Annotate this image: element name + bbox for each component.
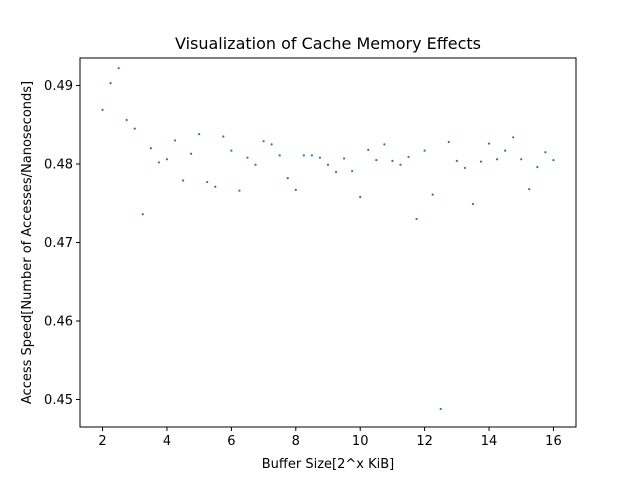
data-point: [222, 135, 225, 138]
data-point: [479, 160, 483, 163]
x-tick-label: 12: [416, 434, 433, 449]
data-point: [270, 143, 273, 146]
data-point: [149, 147, 152, 150]
x-tick-label: 6: [227, 434, 235, 449]
data-point: [206, 180, 209, 184]
x-tick-label: 8: [292, 434, 300, 449]
data-point: [544, 151, 547, 154]
data-point: [214, 185, 217, 188]
data-point: [198, 133, 201, 136]
data-point: [383, 143, 386, 146]
data-point: [190, 152, 193, 155]
data-points: [101, 67, 555, 411]
data-point: [246, 156, 249, 159]
data-point: [101, 108, 104, 111]
y-tick-label: 0.47: [44, 236, 73, 251]
data-point: [431, 193, 434, 196]
data-point: [495, 158, 499, 161]
data-point: [318, 156, 322, 159]
x-tick-label: 14: [481, 434, 498, 449]
data-point: [552, 158, 555, 162]
data-point: [165, 158, 169, 161]
data-point: [230, 149, 233, 152]
data-point: [343, 157, 346, 160]
y-tick-label: 0.49: [44, 79, 73, 94]
data-point: [391, 159, 394, 162]
data-point: [375, 158, 378, 162]
data-point: [238, 189, 241, 192]
data-point: [117, 67, 120, 70]
data-point: [447, 140, 450, 144]
data-point: [173, 139, 177, 142]
data-point: [463, 166, 466, 170]
chart-title: Visualization of Cache Memory Effects: [175, 34, 481, 53]
y-axis: 0.45 0.46 0.47 0.48 0.49: [44, 79, 80, 408]
data-point: [254, 163, 257, 166]
data-point: [423, 149, 426, 152]
data-point: [407, 155, 410, 159]
data-point: [439, 407, 442, 411]
data-point: [536, 166, 539, 169]
data-point: [415, 217, 418, 221]
data-point: [504, 149, 507, 152]
data-point: [359, 195, 362, 199]
x-tick-label: 10: [352, 434, 369, 449]
x-tick-label: 4: [163, 434, 171, 449]
data-point: [262, 140, 265, 143]
x-axis-label: Buffer Size[2^x KiB]: [262, 457, 394, 472]
data-point: [520, 158, 523, 161]
data-point: [109, 82, 112, 85]
data-point: [141, 213, 144, 216]
data-point: [399, 163, 402, 166]
data-point: [326, 163, 330, 166]
data-point: [286, 177, 289, 180]
data-point: [351, 169, 354, 173]
y-tick-label: 0.45: [44, 393, 73, 408]
data-point: [471, 202, 475, 206]
data-point: [302, 154, 305, 157]
data-point: [181, 179, 185, 182]
data-point: [512, 136, 515, 139]
x-tick-label: 16: [545, 434, 562, 449]
y-tick-label: 0.48: [44, 157, 73, 172]
data-point: [334, 170, 338, 173]
data-point: [310, 154, 313, 157]
data-point: [294, 188, 297, 191]
data-point: [157, 161, 161, 164]
data-point: [455, 159, 458, 162]
data-point: [278, 154, 281, 157]
x-tick-label: 2: [98, 434, 106, 449]
y-axis-label: Access Speed[Number of Accesses/Nanoseco…: [20, 81, 35, 404]
y-tick-label: 0.46: [44, 315, 73, 330]
data-point: [125, 118, 128, 122]
plot-area: [79, 57, 577, 428]
x-axis: 2 4 6 8 10 12 14 16: [98, 427, 562, 449]
data-point: [133, 127, 136, 130]
data-point: [487, 142, 491, 145]
data-point: [367, 148, 370, 151]
data-point: [528, 188, 531, 191]
